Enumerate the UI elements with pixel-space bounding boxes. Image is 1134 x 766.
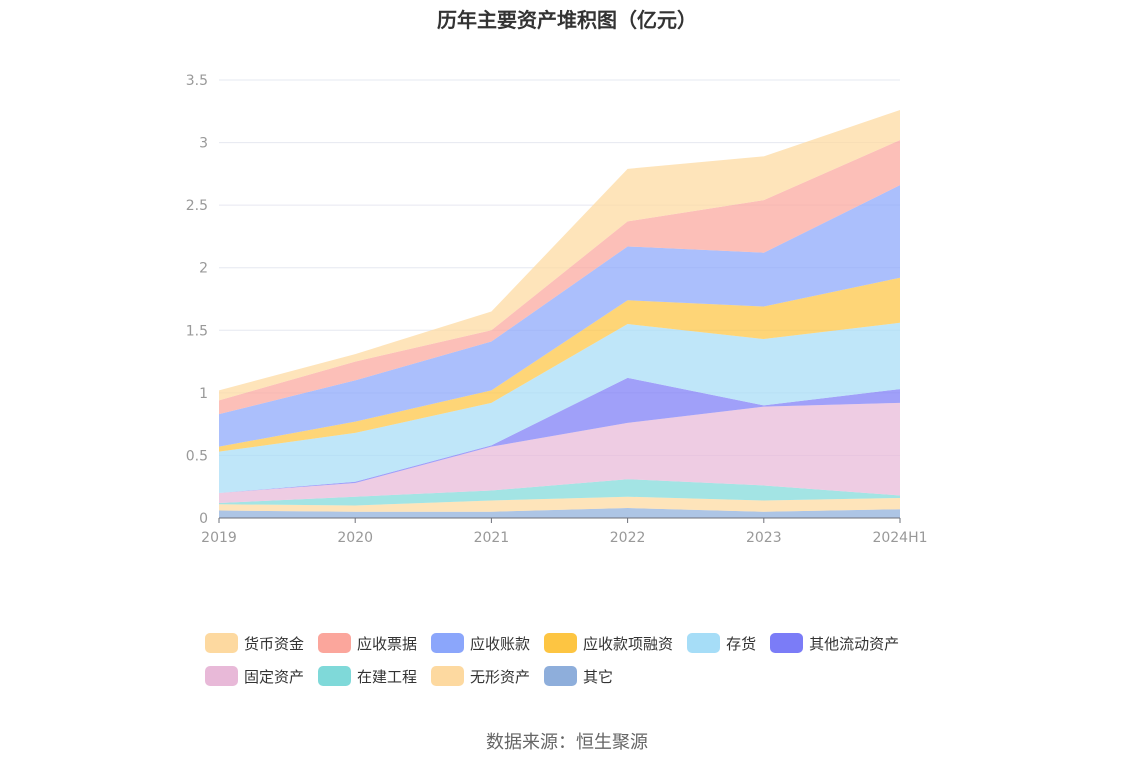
legend-label: 应收票据 [357,634,418,653]
legend-label: 固定资产 [244,667,305,686]
legend-item-cash[interactable]: 货币资金 [205,632,304,654]
x-tick-label: 2021 [474,530,510,546]
legend-item-inventory[interactable]: 存货 [687,632,756,654]
legend-label: 存货 [726,634,757,653]
legend: 货币资金 应收票据 应收账款 应收款项融资 存货 其他流动资产 [205,632,965,698]
legend-row-1: 货币资金 应收票据 应收账款 应收款项融资 存货 其他流动资产 [205,632,965,654]
y-tick-label: 0.5 [186,448,208,464]
area-series: 应收票据 [219,140,900,415]
legend-swatch [431,666,465,686]
area-series: 其它 [219,507,900,518]
legend-row-2: 固定资产 在建工程 无形资产 其它 [205,665,965,687]
x-tick-label: 2020 [337,530,373,546]
x-tick-label: 2023 [746,530,782,546]
legend-label: 应收款项融资 [583,634,674,653]
x-tick-label: 2024H1 [872,530,927,546]
area-series: 应收账款 [219,185,900,447]
legend-swatch [318,666,352,686]
legend-swatch [431,633,465,653]
y-tick-label: 2 [199,261,208,277]
data-source-note: 数据来源：恒生聚源 [486,732,648,753]
legend-label: 无形资产 [470,667,531,686]
legend-item-receivables-financing[interactable]: 应收款项融资 [544,632,673,654]
legend-item-other[interactable]: 其它 [544,665,613,687]
area-series: 其他流动资产 [219,377,900,493]
y-tick-label: 3 [199,136,208,152]
legend-item-construction-in-progress[interactable]: 在建工程 [318,665,417,687]
chart-title: 历年主要资产堆积图（亿元） [437,8,697,32]
legend-label: 在建工程 [357,667,418,686]
legend-item-notes-receivable[interactable]: 应收票据 [318,632,417,654]
area-series: 应收款项融资 [219,277,900,452]
legend-swatch [770,633,804,653]
legend-swatch [544,666,578,686]
legend-item-other-current-assets[interactable]: 其他流动资产 [770,632,899,654]
legend-swatch [205,666,238,686]
area-series: 无形资产 [219,496,900,512]
legend-label: 其它 [583,667,614,686]
legend-item-fixed-assets[interactable]: 固定资产 [205,665,304,687]
legend-swatch [318,633,352,653]
legend-item-intangible-assets[interactable]: 无形资产 [431,665,530,687]
legend-label: 其他流动资产 [809,634,900,653]
x-tick-label: 2019 [201,530,237,546]
y-tick-label: 1.5 [186,323,208,339]
area-series: 存货 [219,322,900,493]
stacked-area-chart: 0 0.5 1 1.5 2 2.5 3 3.5 其它无形资产在建工程固定资产其他流动资产存货应收… [186,73,928,546]
legend-swatch [687,633,721,653]
x-tick-label: 2022 [610,530,646,546]
area-series: 固定资产 [219,402,900,503]
y-tick-label: 0 [199,511,208,527]
area-series: 在建工程 [219,479,900,506]
legend-swatch [205,633,238,653]
y-tick-label: 2.5 [186,198,208,214]
y-tick-label: 1 [199,386,208,402]
legend-label: 货币资金 [244,634,305,653]
area-series: 货币资金 [219,110,900,401]
legend-swatch [544,633,578,653]
legend-item-accounts-receivable[interactable]: 应收账款 [431,632,530,654]
y-tick-label: 3.5 [186,73,208,89]
legend-label: 应收账款 [470,634,531,653]
